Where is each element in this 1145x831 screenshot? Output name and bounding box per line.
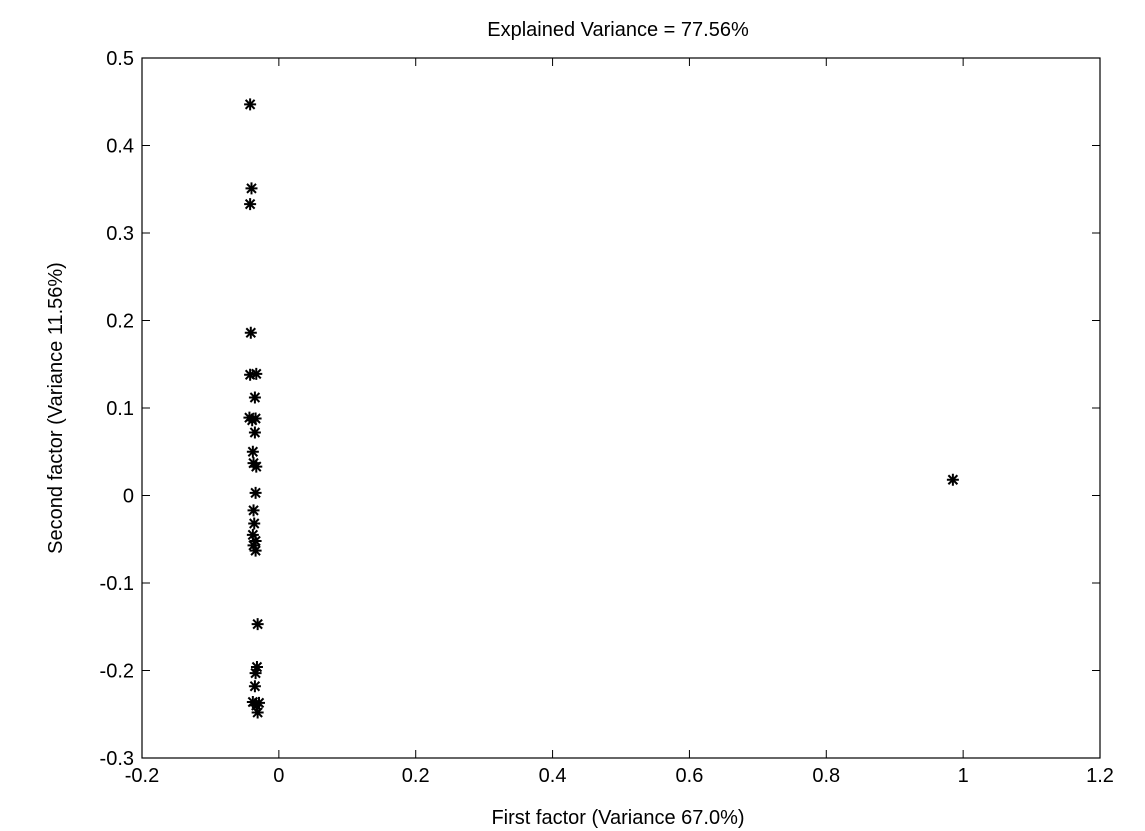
data-point [248,517,261,530]
y-tick-label: -0.2 [100,661,134,683]
y-tick-label: -0.1 [100,573,134,595]
data-point [251,706,264,719]
data-point [250,367,263,380]
data-point [250,460,263,473]
y-tick-label: 0.5 [106,48,134,70]
data-point [249,544,262,557]
x-tick-label: 1.2 [1086,765,1114,787]
data-point [247,504,260,517]
x-tick-label: 1 [958,765,969,787]
data-point [248,426,261,439]
x-axis-label: First factor (Variance 67.0%) [491,807,744,829]
data-point [244,198,257,211]
data-point [245,182,258,195]
data-points [243,98,959,719]
y-tick-label: -0.3 [100,748,134,770]
y-axis-ticks: -0.3 -0.2 -0.1 0 0.1 0.2 0.3 0.4 0.5 [100,48,1100,770]
y-tick-label: 0 [123,486,134,508]
y-axis-label: Second factor (Variance 11.56%) [45,262,67,554]
x-tick-label: 0.4 [539,765,567,787]
data-point [246,445,259,458]
data-point [251,618,264,631]
data-point [249,667,262,680]
data-point [244,326,257,339]
data-point [249,412,262,425]
y-tick-label: 0.4 [106,136,134,158]
x-tick-label: -0.2 [125,765,159,787]
plot-frame [141,57,1101,759]
x-axis-ticks: -0.2 0 0.2 0.4 0.6 0.8 1 1.2 [125,58,1114,787]
data-point [244,98,257,111]
y-tick-label: 0.2 [106,311,134,333]
y-tick-label: 0.1 [106,398,134,420]
data-point [248,680,261,693]
chart-title: Explained Variance = 77.56% [487,19,749,41]
data-point [253,696,266,709]
data-point [946,473,959,486]
data-point [249,486,262,499]
x-tick-label: 0.8 [812,765,840,787]
x-tick-label: 0 [273,765,284,787]
y-tick-label: 0.3 [106,223,134,245]
x-tick-label: 0.6 [676,765,704,787]
data-point [248,391,261,404]
x-tick-label: 0.2 [402,765,430,787]
